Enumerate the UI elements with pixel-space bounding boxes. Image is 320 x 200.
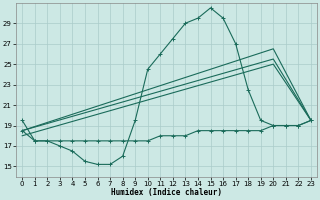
X-axis label: Humidex (Indice chaleur): Humidex (Indice chaleur) — [111, 188, 222, 197]
